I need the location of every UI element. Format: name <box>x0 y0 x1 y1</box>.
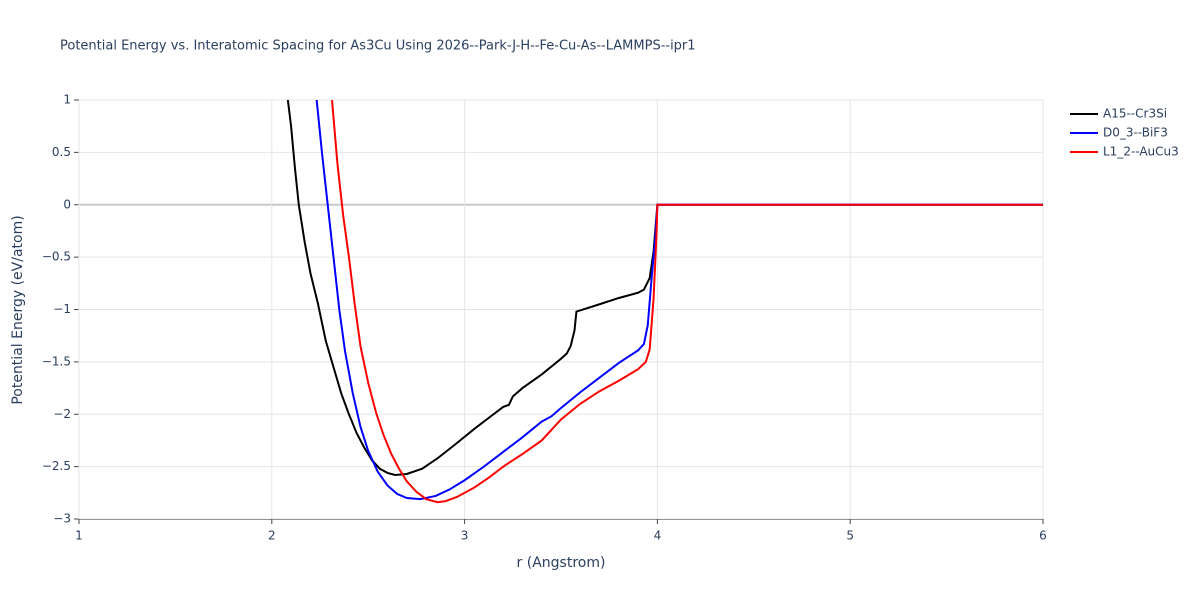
series-line <box>286 100 1043 477</box>
legend-label: D0_3--BiF3 <box>1103 126 1168 140</box>
y-tick-label: −1.5 <box>42 354 71 368</box>
x-axis-label: r (Angstrom) <box>517 555 606 571</box>
series-line <box>315 100 1043 501</box>
y-tick-label: 0.5 <box>52 145 71 159</box>
x-tick-label: 4 <box>654 529 662 543</box>
x-tick-label: 3 <box>461 529 469 543</box>
chart-title: Potential Energy vs. Interatomic Spacing… <box>60 39 696 54</box>
y-tick-label: 0 <box>63 197 71 211</box>
plot-area <box>286 100 1043 504</box>
legend-label: L1_2--AuCu3 <box>1103 145 1179 159</box>
x-tick-label: 6 <box>1039 529 1047 543</box>
y-tick-label: −2 <box>53 407 71 421</box>
y-tick-label: 1 <box>63 93 71 107</box>
y-tick-label: −1 <box>53 302 71 316</box>
legend-label: A15--Cr3Si <box>1103 107 1167 121</box>
x-tick-label: 5 <box>846 529 854 543</box>
series-line <box>331 100 1043 504</box>
y-tick-label: −0.5 <box>42 250 71 264</box>
x-tick-label: 2 <box>268 529 276 543</box>
y-tick-label: −3 <box>53 512 71 526</box>
x-tick-label: 1 <box>75 529 83 543</box>
y-tick-label: −2.5 <box>42 459 71 473</box>
y-axis-label: Potential Energy (eV/atom) <box>10 215 26 404</box>
